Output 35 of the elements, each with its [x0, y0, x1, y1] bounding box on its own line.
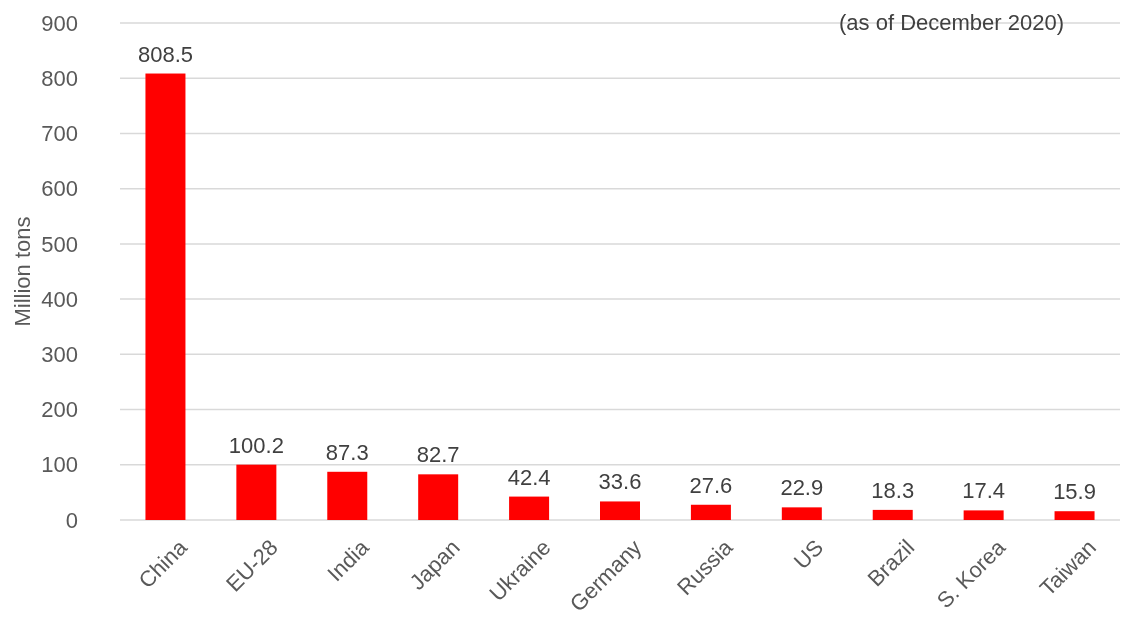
x-tick-label: US: [788, 534, 829, 575]
bar: [1054, 511, 1095, 520]
bar: [327, 471, 368, 520]
bar: [600, 501, 640, 520]
data-label: 22.9: [780, 475, 824, 501]
bar: [145, 73, 186, 520]
data-label: 15.9: [1053, 479, 1096, 505]
data-label: 100.2: [228, 432, 284, 458]
data-label: 18.3: [871, 477, 915, 503]
bar: [236, 464, 277, 520]
y-tick-label: 600: [41, 176, 78, 202]
y-tick-label: 400: [41, 286, 78, 312]
data-label: 27.6: [689, 472, 733, 498]
y-tick-label: 700: [41, 121, 78, 147]
data-label: 82.7: [416, 442, 460, 468]
data-label: 87.3: [325, 439, 369, 465]
bar: [509, 496, 550, 520]
data-label: 42.4: [507, 464, 551, 490]
y-tick-label: 0: [65, 507, 78, 533]
data-label: 17.4: [962, 478, 1006, 504]
y-tick-label: 100: [41, 452, 78, 478]
y-tick-label: 500: [41, 231, 78, 257]
bar: [690, 504, 731, 520]
data-label: 808.5: [137, 41, 193, 67]
y-tick-label: 800: [41, 65, 78, 91]
y-tick-label: 200: [41, 397, 78, 423]
annotation: (as of December 2020): [839, 10, 1064, 35]
data-label: 33.6: [598, 469, 642, 495]
bar: [781, 507, 822, 520]
y-tick-label: 300: [41, 342, 78, 368]
y-tick-label: 900: [41, 10, 78, 36]
bar: [418, 474, 459, 520]
bar: [872, 509, 913, 520]
y-axis-title: Million tons: [10, 216, 35, 327]
bar: [963, 510, 1004, 520]
